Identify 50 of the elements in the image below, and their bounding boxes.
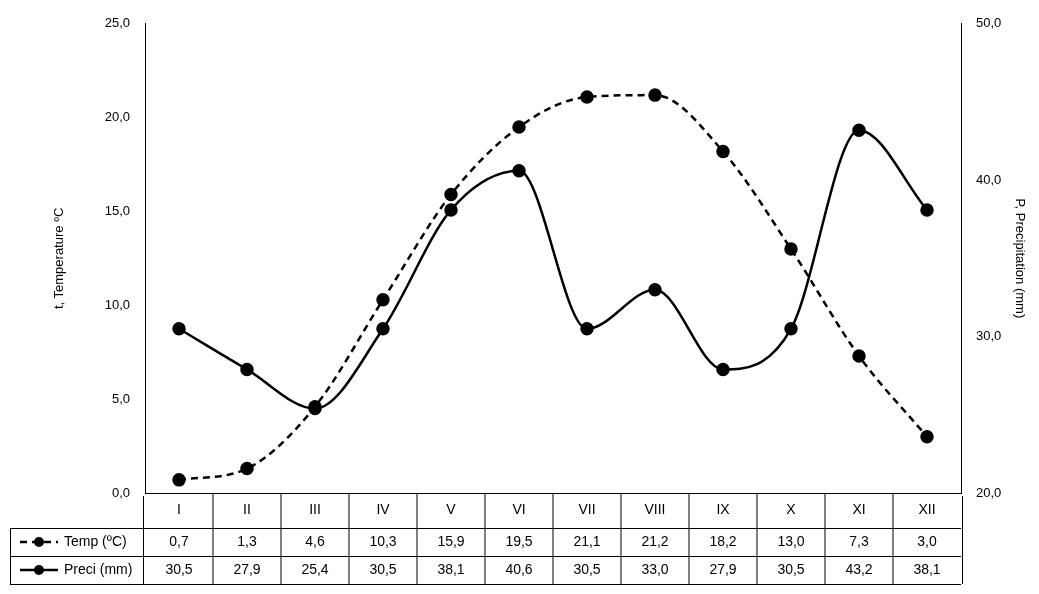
x-tick-label: II: [243, 501, 251, 518]
data-label: 1,3: [237, 532, 257, 549]
legend-label: Temp (ºC): [64, 532, 127, 549]
x-tick-label: IX: [716, 501, 731, 518]
data-label: 10,3: [369, 532, 397, 549]
data-label: 18,2: [709, 532, 737, 549]
data-label: 33,0: [641, 560, 669, 577]
data-label: 30,5: [369, 560, 397, 577]
data-label: 27,9: [233, 560, 261, 577]
data-label: 7,3: [849, 532, 869, 549]
data-label: 38,1: [437, 560, 465, 577]
x-tick-label: III: [309, 501, 321, 518]
y-tick-label: 5,0: [111, 390, 130, 406]
x-tick-label: X: [786, 501, 797, 518]
data-label: 43,2: [845, 560, 873, 577]
y2-tick-label: 30,0: [976, 328, 1002, 344]
data-label: 21,1: [573, 532, 601, 549]
y2-tick-label: 40,0: [976, 171, 1002, 187]
data-label: 15,9: [437, 532, 465, 549]
x-tick-label: I: [177, 501, 181, 518]
data-label: 30,5: [777, 560, 805, 577]
data-label: 30,5: [165, 560, 193, 577]
x-tick-label: IV: [376, 501, 391, 518]
data-label: 19,5: [505, 532, 533, 549]
data-label: 38,1: [913, 560, 941, 577]
y2-tick-label: 50,0: [976, 15, 1002, 31]
y-tick-label: 15,0: [104, 203, 130, 219]
y2-axis-title: P, Precipitation (mm): [1012, 198, 1028, 319]
y-tick-label: 25,0: [104, 15, 130, 31]
data-label: 21,2: [641, 532, 669, 549]
x-tick-label: VII: [578, 501, 596, 518]
x-tick-label: XII: [918, 501, 936, 518]
y-tick-label: 20,0: [104, 109, 130, 125]
data-label: 3,0: [917, 532, 937, 549]
y-tick-label: 0,0: [111, 484, 130, 500]
x-tick-label: V: [446, 501, 457, 518]
data-label: 25,4: [301, 560, 329, 577]
data-label: 40,6: [505, 560, 533, 577]
y2-tick-label: 20,0: [976, 484, 1002, 500]
x-tick-label: VI: [512, 501, 526, 518]
y-tick-label: 10,0: [104, 296, 130, 312]
data-label: 30,5: [573, 560, 601, 577]
data-label: 27,9: [709, 560, 737, 577]
legend-label: Preci (mm): [64, 560, 133, 577]
y-axis-title: t, Temperature ºC: [51, 207, 67, 310]
data-label: 0,7: [169, 532, 189, 549]
data-label: 4,6: [305, 532, 325, 549]
x-tick-label: VIII: [644, 501, 666, 518]
x-tick-label: XI: [852, 501, 866, 518]
data-label: 13,0: [777, 532, 805, 549]
